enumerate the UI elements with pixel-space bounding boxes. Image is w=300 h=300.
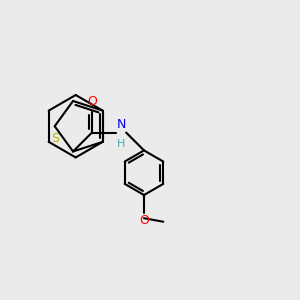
Text: S: S xyxy=(51,132,59,145)
Text: O: O xyxy=(87,95,97,108)
Text: N: N xyxy=(117,118,127,131)
Text: O: O xyxy=(139,214,149,227)
Text: H: H xyxy=(117,139,126,149)
